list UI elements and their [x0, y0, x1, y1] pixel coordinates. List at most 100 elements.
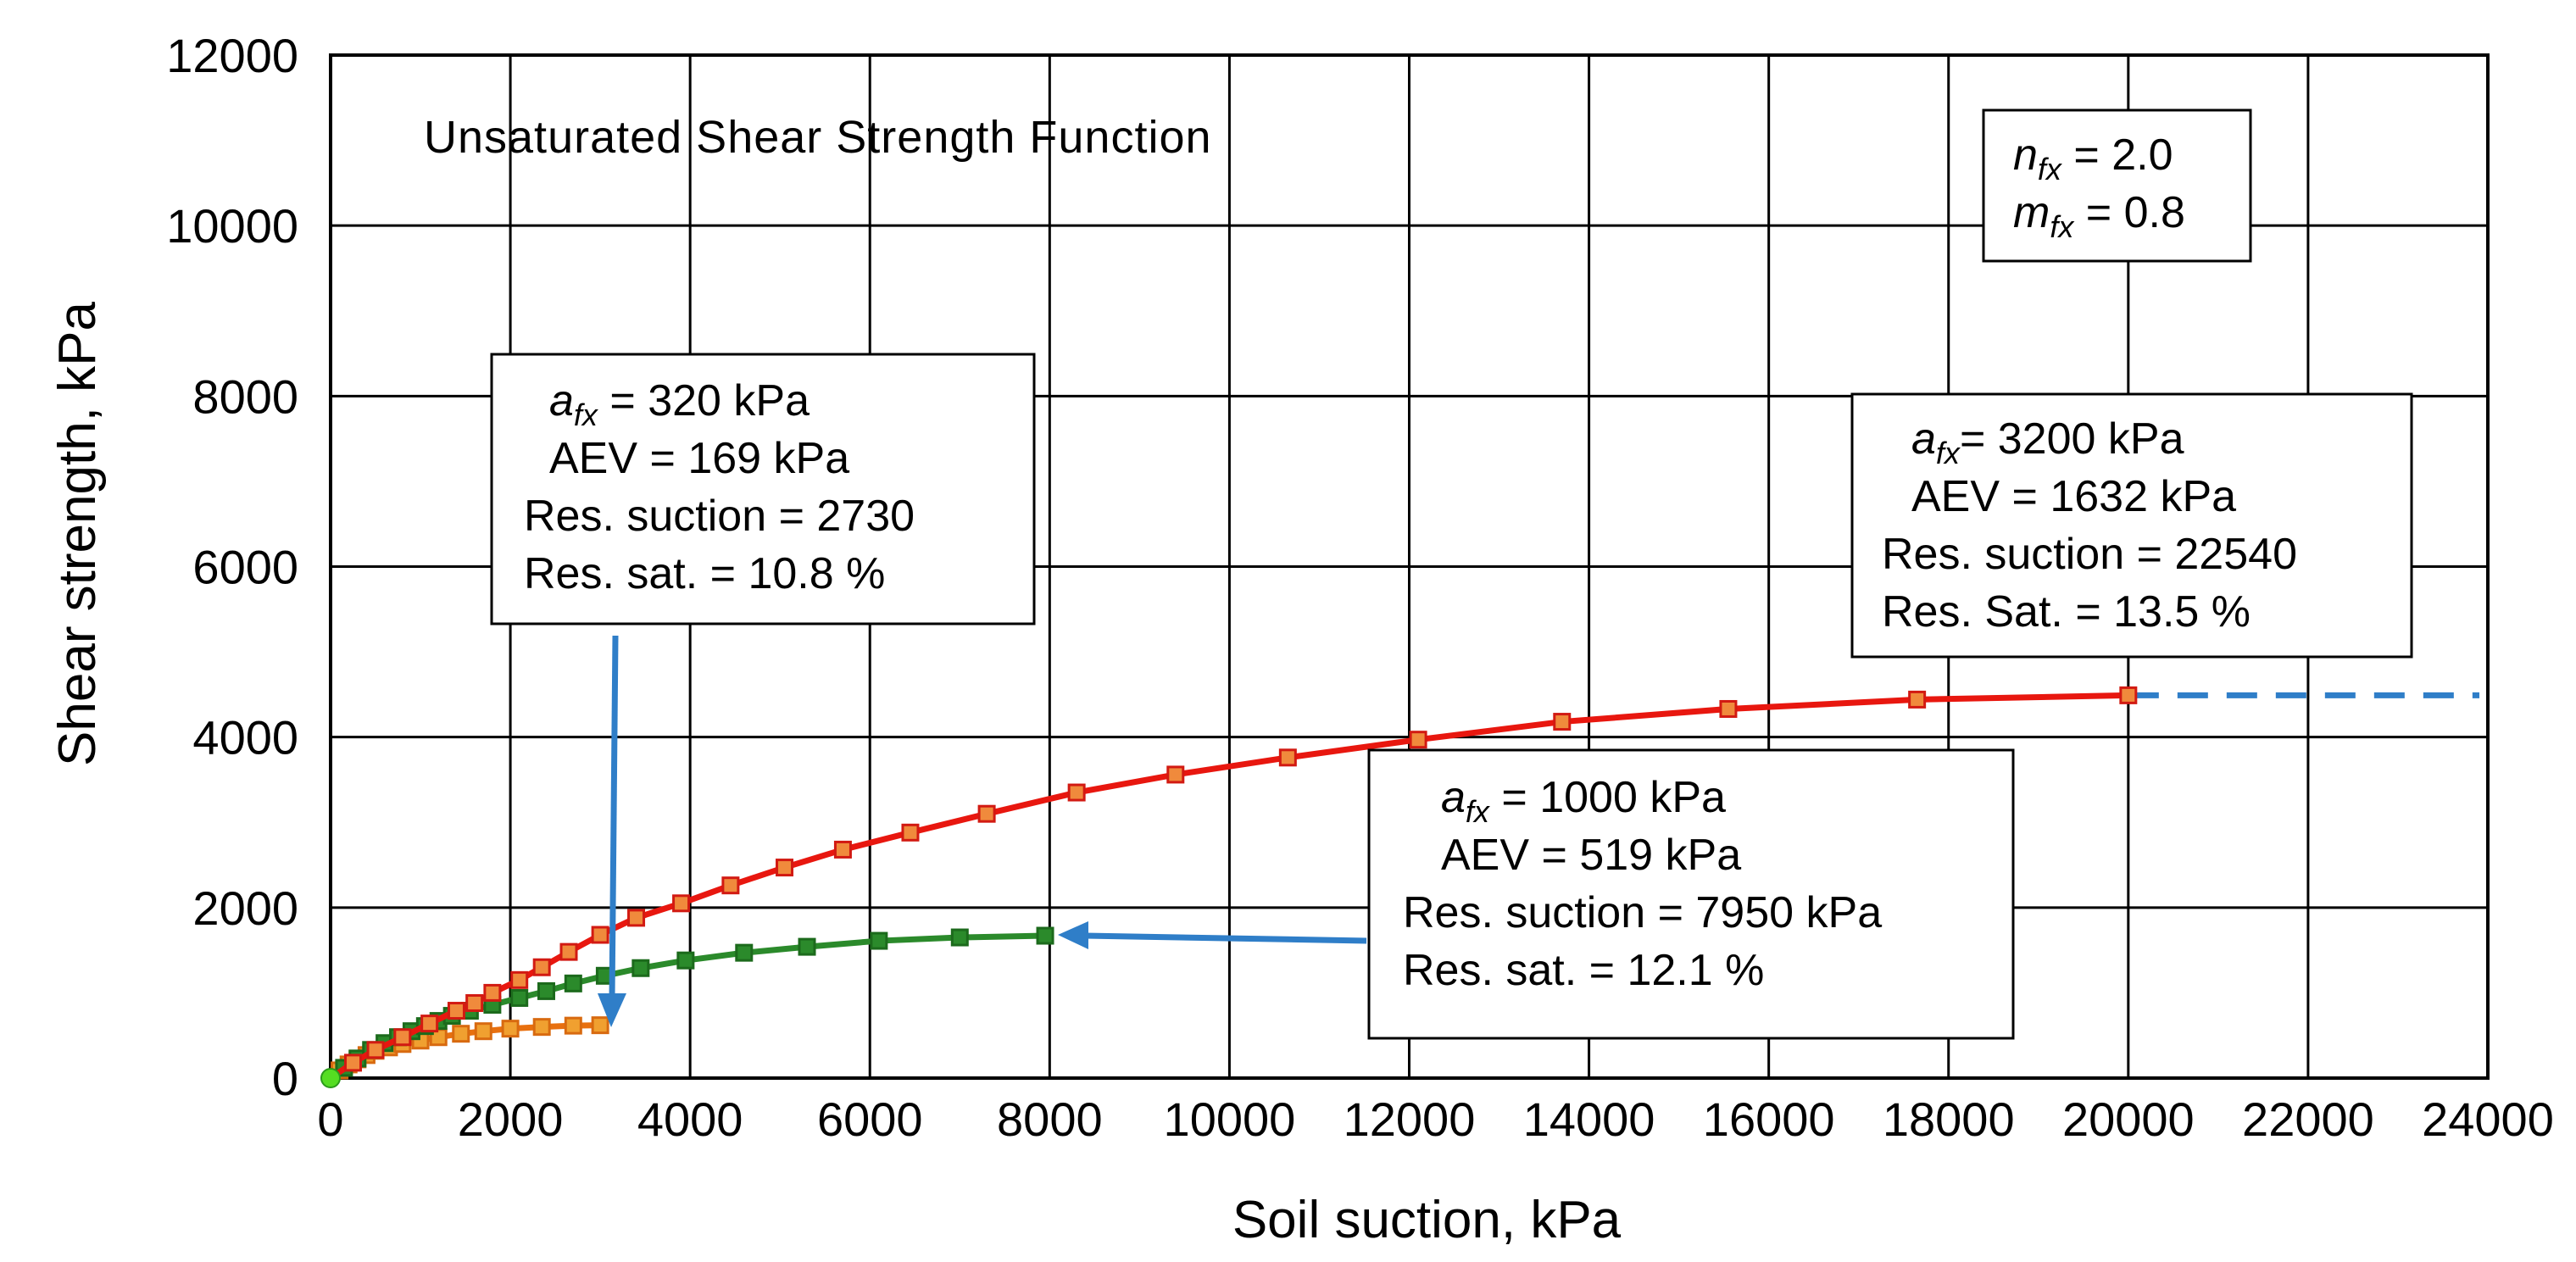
x-tick-label: 2000 [458, 1092, 564, 1146]
data-point [532, 1018, 551, 1037]
fit-param-n: nfx = 2.0 [2013, 131, 2173, 186]
x-tick-label: 4000 [637, 1092, 743, 1146]
plot-frame [329, 53, 2490, 1080]
x-tick-label: 0 [317, 1092, 343, 1146]
data-point [452, 1025, 470, 1043]
data-point [631, 959, 650, 977]
data-point [465, 993, 484, 1012]
annotation-box-320-frame [490, 353, 1036, 625]
m-subscript: fx [2050, 209, 2075, 244]
data-point [950, 928, 969, 947]
data-point [510, 988, 529, 1007]
annotation-box-3200-frame [1850, 392, 2413, 659]
box-320-res-suction: Res. suction = 2730 [524, 492, 915, 541]
fit-param-m: mfx = 0.8 [2013, 188, 2185, 244]
data-point [672, 894, 691, 913]
x-tick-label: 8000 [997, 1092, 1103, 1146]
box-3200-aev: AEV = 1632 kPa [1911, 472, 2236, 521]
data-point [393, 1028, 412, 1047]
box-320-res-sat: Res. sat. = 10.8 % [524, 549, 885, 598]
arrow-1000-head [1058, 921, 1088, 949]
data-point [1166, 765, 1185, 784]
data-point [420, 1015, 439, 1033]
data-point [532, 958, 551, 976]
x-tick-label: 22000 [2242, 1092, 2374, 1146]
data-point [798, 937, 816, 956]
arrow-1000-shaft [1084, 932, 1367, 944]
a-value: = 320 kPa [598, 376, 810, 425]
n-symbol: n [2013, 131, 2038, 180]
x-tick-label: 10000 [1164, 1092, 1296, 1146]
data-point [537, 981, 555, 1000]
data-point [870, 931, 888, 950]
data-point [510, 970, 529, 989]
data-point [977, 804, 996, 823]
tick-labels: 0 2000 4000 6000 8000 10000 12000 14000 16000 180… [166, 29, 2554, 1146]
data-point [501, 1020, 520, 1038]
annotation-box-320: afx = 320 kPa AEV = 169 kPa Res. suction… [490, 353, 1036, 625]
data-point [474, 1022, 492, 1041]
annotation-box-3200: afx= 3200 kPa AEV = 1632 kPa Res. suctio… [1850, 392, 2413, 659]
y-tick-label: 4000 [192, 711, 298, 764]
n-subscript: fx [2038, 152, 2063, 186]
x-tick-label: 24000 [2422, 1092, 2554, 1146]
arrow-320-head [598, 993, 626, 1027]
chart-title: Unsaturated Shear Strength Function [424, 112, 1212, 163]
y-axis-title: Shear strength, kPa [48, 301, 107, 765]
x-tick-label: 16000 [1703, 1092, 1835, 1146]
data-point [559, 942, 578, 961]
a-symbol: a [1911, 414, 1936, 464]
y-tick-label: 0 [272, 1052, 298, 1105]
data-point [776, 859, 794, 877]
series-0 [329, 686, 2138, 1081]
data-point [591, 1016, 609, 1035]
data-point [901, 823, 920, 842]
y-tick-label: 8000 [192, 370, 298, 423]
data-point [564, 1016, 582, 1035]
n-value: = 2.0 [2061, 131, 2173, 180]
data-point [1036, 926, 1054, 945]
box-320-afx: afx = 320 kPa [549, 376, 810, 432]
box-1000-res-sat: Res. sat. = 12.1 % [1403, 946, 1764, 995]
data-point [483, 983, 502, 1002]
data-point [735, 943, 754, 962]
box-1000-afx: afx = 1000 kPa [1441, 773, 1726, 829]
a-value: = 3200 kPa [1960, 414, 2184, 464]
x-tick-label: 20000 [2062, 1092, 2195, 1146]
series-layer [320, 686, 2479, 1088]
fit-params-box: nfx = 2.0 mfx = 0.8 [1982, 108, 2252, 263]
data-point [344, 1054, 363, 1072]
data-point [1409, 731, 1427, 749]
a-symbol: a [549, 376, 574, 425]
data-point [591, 926, 609, 944]
y-tick-label: 2000 [192, 881, 298, 935]
data-point [2119, 686, 2138, 704]
data-point [447, 1002, 465, 1020]
box-1000-res-suction: Res. suction = 7950 kPa [1403, 888, 1882, 937]
data-point [627, 909, 646, 927]
data-point [1067, 783, 1086, 802]
data-point [366, 1041, 385, 1059]
arrows [598, 635, 1367, 1027]
x-tick-label: 12000 [1344, 1092, 1476, 1146]
data-point [676, 951, 695, 970]
box-1000-aev: AEV = 519 kPa [1441, 831, 1741, 880]
y-tick-label: 12000 [166, 29, 298, 82]
y-tick-label: 10000 [166, 199, 298, 253]
box-3200-res-suction: Res. suction = 22540 [1882, 530, 2297, 579]
box-3200-afx: afx= 3200 kPa [1911, 414, 2184, 470]
annotation-box-1000: afx = 1000 kPa AEV = 519 kPa Res. suctio… [1367, 748, 2015, 1040]
x-tick-label: 14000 [1523, 1092, 1655, 1146]
box-320-aev: AEV = 169 kPa [549, 434, 849, 483]
data-point [1908, 690, 1927, 709]
data-point [721, 876, 740, 895]
data-point [564, 974, 582, 992]
box-3200-res-sat: Res. Sat. = 13.5 % [1882, 587, 2251, 637]
fit-params-frame [1982, 108, 2252, 263]
data-point [1553, 713, 1572, 731]
data-point [1719, 699, 1738, 718]
m-symbol: m [2013, 188, 2050, 237]
a-subscript: fx [574, 398, 599, 432]
y-tick-label: 6000 [192, 541, 298, 594]
